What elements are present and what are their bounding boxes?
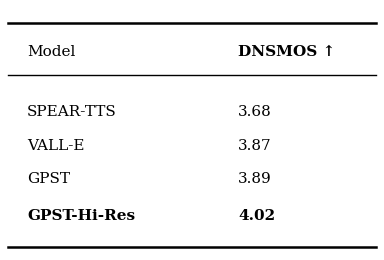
Text: 3.89: 3.89 bbox=[238, 172, 272, 186]
Text: GPST: GPST bbox=[27, 172, 70, 186]
Text: Model: Model bbox=[27, 45, 75, 59]
Text: 3.68: 3.68 bbox=[238, 105, 272, 119]
Text: 3.87: 3.87 bbox=[238, 139, 272, 153]
Text: VALL-E: VALL-E bbox=[27, 139, 84, 153]
Text: 4.02: 4.02 bbox=[238, 209, 275, 223]
Text: SPEAR-TTS: SPEAR-TTS bbox=[27, 105, 117, 119]
Text: DNSMOS ↑: DNSMOS ↑ bbox=[238, 45, 335, 59]
Text: GPST-Hi-Res: GPST-Hi-Res bbox=[27, 209, 135, 223]
